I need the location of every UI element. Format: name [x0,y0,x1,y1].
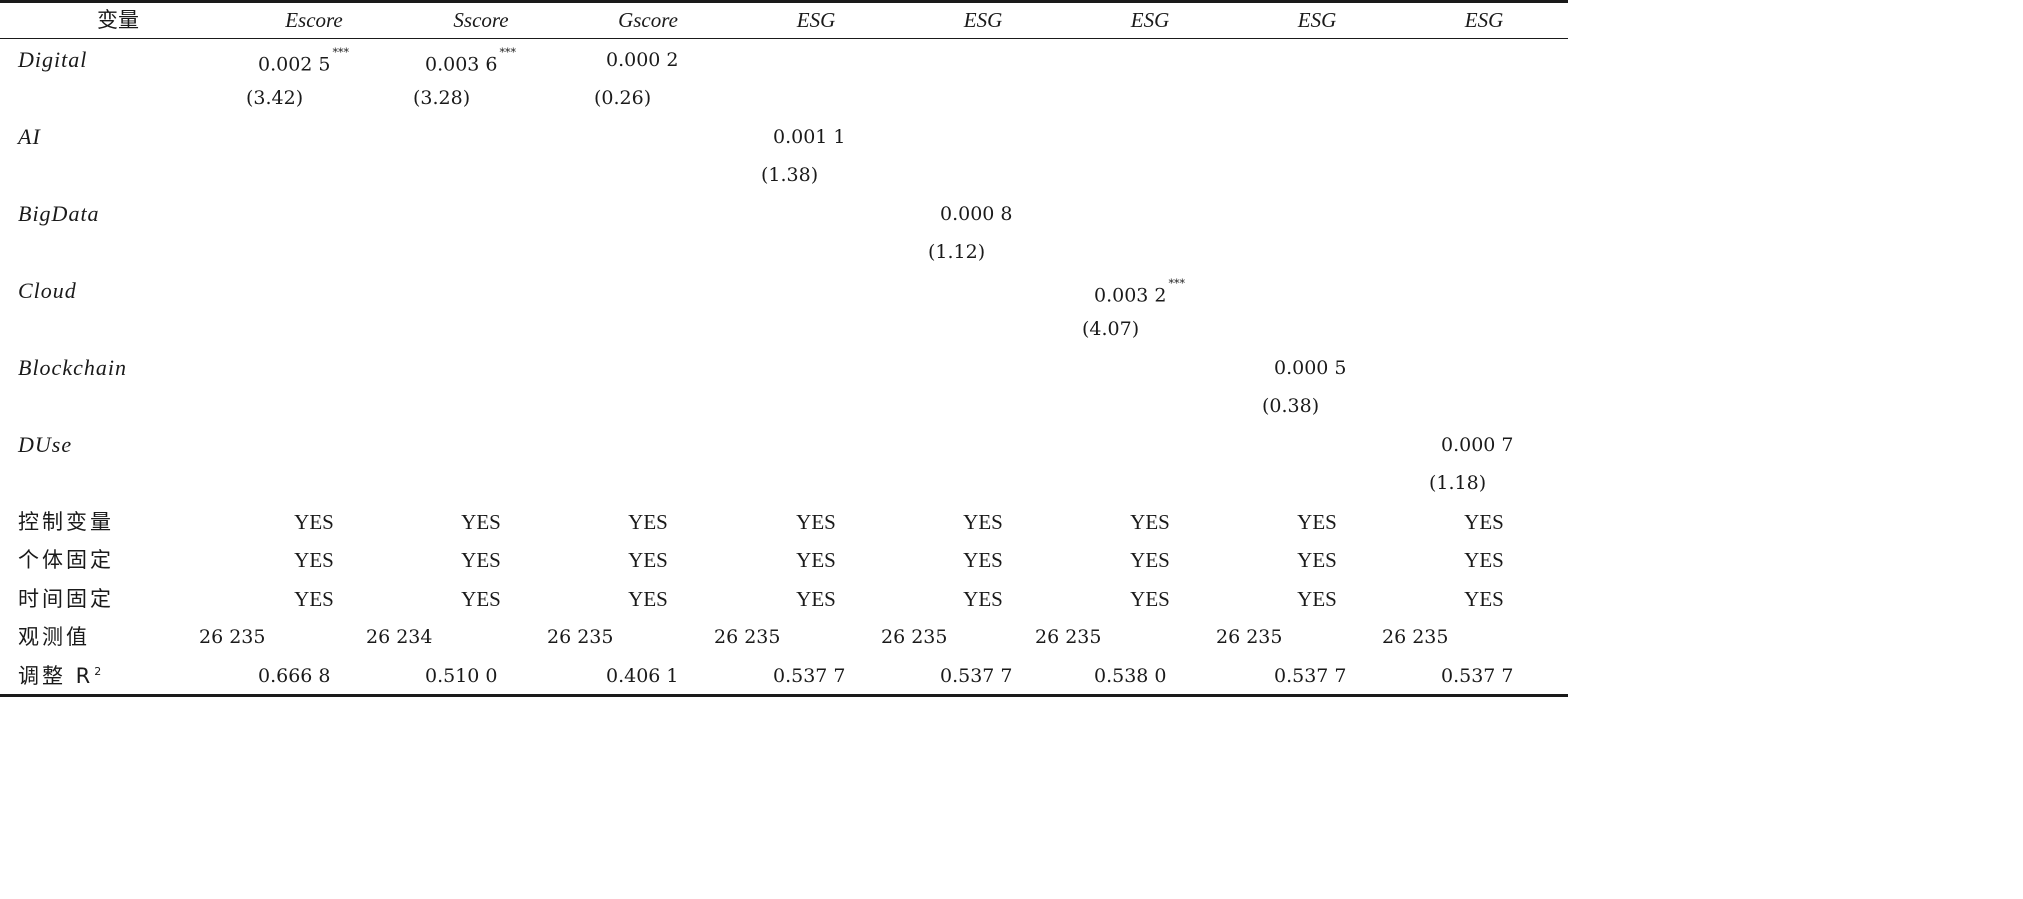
header-variable: 变量 [97,8,139,32]
obs-value: 26 235 [1035,626,1102,648]
t-stat: (1.38) [761,164,819,186]
yes-cell: YES [796,587,836,611]
yes-cell: YES [294,548,334,572]
yes-cell: YES [1297,548,1337,572]
t-stat: (1.12) [928,241,986,263]
significance-stars: *** [1168,277,1186,290]
control-label: 个体固定 [18,548,114,572]
yes-cell: YES [1130,587,1170,611]
yes-cell: YES [1130,548,1170,572]
yes-cell: YES [1297,587,1337,611]
yes-cell: YES [461,510,501,534]
obs-value: 26 235 [714,626,781,648]
r2-value: 0.406 1 [606,665,679,687]
coef-cell: 0.000 5 [1274,353,1347,383]
control-label: 时间固定 [18,587,114,611]
coef-value: 0.000 2 [606,49,679,71]
obs-value: 26 235 [1216,626,1283,648]
header-col-1: Escore [285,8,343,32]
yes-cell: YES [294,587,334,611]
yes-cell: YES [461,548,501,572]
coef-value: 0.001 1 [773,126,846,148]
header-col-2: Sscore [453,8,509,32]
t-stat: (0.26) [594,87,652,109]
obs-value: 26 234 [366,626,433,648]
header-col-4: ESG [796,8,836,32]
row-label-bigdata: BigData [18,201,100,226]
t-stat: (1.18) [1429,472,1487,494]
r2-value: 0.510 0 [425,665,498,687]
header-col-7: ESG [1297,8,1337,32]
coef-value: 0.003 6 [425,53,498,76]
coef-value: 0.000 7 [1441,434,1514,456]
coef-value: 0.000 8 [940,203,1013,225]
header-col-3: Gscore [618,8,678,32]
yes-cell: YES [963,548,1003,572]
obs-label: 观测值 [18,625,90,649]
obs-value: 26 235 [547,626,614,648]
t-stat: (0.38) [1262,395,1320,417]
yes-cell: YES [1130,510,1170,534]
yes-cell: YES [1464,510,1504,534]
coef-value: 0.000 5 [1274,357,1347,379]
r2-label: 调整 R2 [18,661,104,691]
obs-value: 26 235 [199,626,266,648]
header-col-6: ESG [1130,8,1170,32]
r2-value: 0.537 7 [773,665,846,687]
row-label-digital: Digital [18,47,88,72]
header-col-8: ESG [1464,8,1504,32]
yes-cell: YES [461,587,501,611]
header-rule [0,38,1568,39]
bottom-rule [0,694,1568,697]
r2-value: 0.537 7 [940,665,1013,687]
obs-value: 26 235 [881,626,948,648]
r2-value: 0.666 8 [258,665,331,687]
coef-cell: 0.000 8 [940,199,1013,229]
r2-value: 0.537 7 [1441,665,1514,687]
top-rule [0,0,1568,3]
r2-label-text: 调整 R [18,664,94,688]
yes-cell: YES [963,510,1003,534]
obs-value: 26 235 [1382,626,1449,648]
yes-cell: YES [294,510,334,534]
yes-cell: YES [1464,587,1504,611]
row-label-ai: AI [18,124,41,149]
yes-cell: YES [1297,510,1337,534]
t-stat: (3.42) [246,87,304,109]
t-stat: (4.07) [1082,318,1140,340]
header-col-5: ESG [963,8,1003,32]
coef-cell: 0.003 6*** [425,45,516,75]
yes-cell: YES [628,548,668,572]
coef-cell: 0.002 5*** [258,45,349,75]
coef-cell: 0.000 2 [606,45,679,75]
r2-superscript: 2 [94,665,105,678]
row-label-cloud: Cloud [18,278,77,303]
coef-cell: 0.001 1 [773,122,846,152]
significance-stars: *** [499,46,517,59]
coef-value: 0.003 2 [1094,284,1167,307]
significance-stars: *** [332,46,350,59]
row-label-duse: DUse [18,432,73,457]
coef-value: 0.002 5 [258,53,331,76]
row-label-blockchain: Blockchain [18,355,127,380]
r2-value: 0.537 7 [1274,665,1347,687]
r2-value: 0.538 0 [1094,665,1167,687]
yes-cell: YES [963,587,1003,611]
regression-table: 变量 Escore Sscore Gscore ESG ESG ESG ESG ESG Digi… [0,0,1568,697]
t-stat: (3.28) [413,87,471,109]
yes-cell: YES [796,548,836,572]
yes-cell: YES [1464,548,1504,572]
coef-cell: 0.000 7 [1441,430,1514,460]
yes-cell: YES [628,510,668,534]
yes-cell: YES [628,587,668,611]
coef-cell: 0.003 2*** [1094,276,1185,306]
control-label: 控制变量 [18,510,114,534]
yes-cell: YES [796,510,836,534]
